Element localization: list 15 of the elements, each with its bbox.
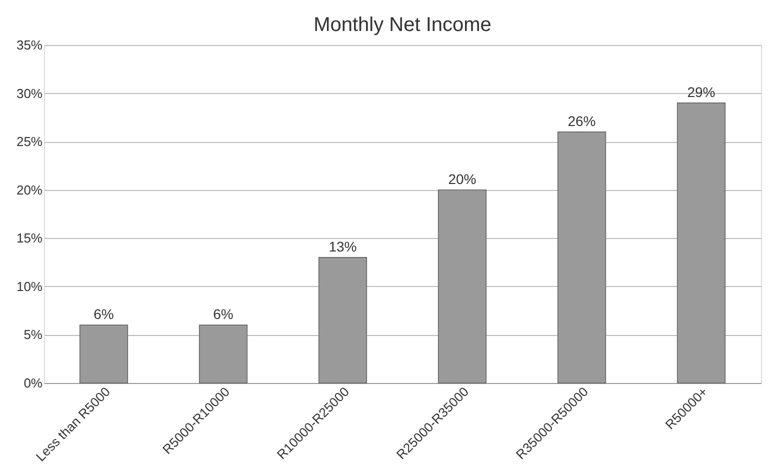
y-tick-label: 10% bbox=[16, 278, 43, 294]
y-tick-label: 15% bbox=[16, 230, 43, 246]
data-label: 29% bbox=[687, 84, 716, 100]
y-tick-label: 25% bbox=[16, 134, 43, 150]
data-label: 20% bbox=[448, 170, 476, 187]
y-tick-label: 30% bbox=[16, 86, 43, 101]
y-tick-label: 20% bbox=[16, 182, 43, 198]
y-tick-label: 35% bbox=[16, 38, 43, 52]
data-label: 6% bbox=[94, 306, 114, 322]
chart-title: Monthly Net Income bbox=[314, 14, 492, 36]
data-label: 6% bbox=[213, 306, 234, 322]
y-tick-label: 5% bbox=[24, 327, 43, 342]
data-label: 26% bbox=[568, 112, 596, 129]
data-label: 13% bbox=[328, 238, 357, 254]
y-tick-label: 0% bbox=[24, 376, 43, 390]
